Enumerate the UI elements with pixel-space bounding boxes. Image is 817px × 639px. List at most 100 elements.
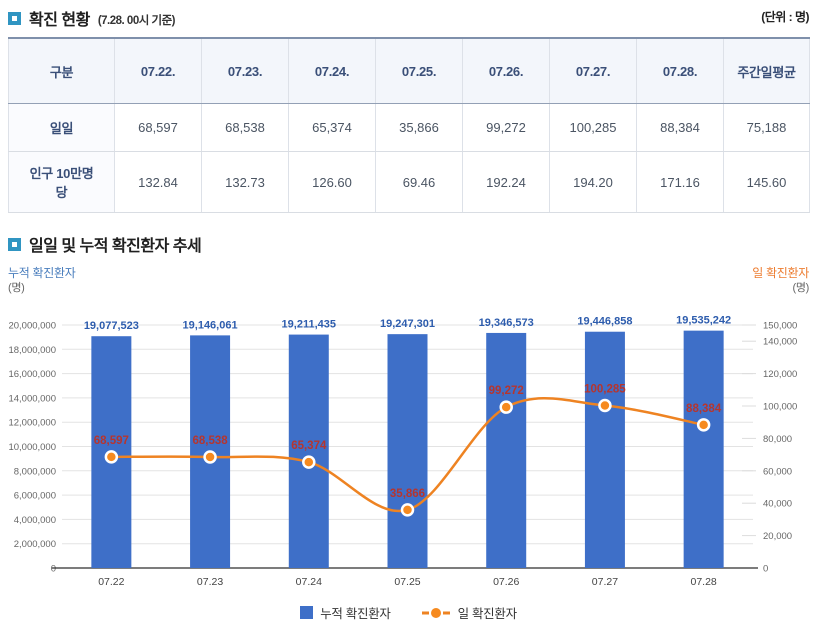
right-axis-tick-label: 80,000 xyxy=(763,434,792,445)
left-axis-tick-label: 20,000,000 xyxy=(8,321,56,332)
bar-value-label: 19,446,858 xyxy=(577,316,632,328)
legend-item-cumulative: 누적 확진환자 xyxy=(300,603,391,622)
left-axis-tick-label: 10,000,000 xyxy=(8,442,56,453)
cumulative-bar xyxy=(486,332,527,568)
daily-line-point xyxy=(400,503,415,517)
bar-value-label: 19,346,573 xyxy=(479,317,534,329)
cell-per100k-weekly-avg: 145.60 xyxy=(723,151,810,213)
point-value-label: 100,285 xyxy=(584,384,626,396)
cell-daily-0728: 88,384 xyxy=(636,103,724,152)
daily-line-point xyxy=(302,455,316,469)
right-axis-tick-label: 60,000 xyxy=(763,466,792,477)
daily-line-marker-part xyxy=(430,607,441,618)
cell-per100k-0726: 192.24 xyxy=(462,151,550,213)
x-axis-label: 07.25 xyxy=(394,576,420,588)
col-header-0724: 07.24. xyxy=(288,38,376,104)
right-axis-tick-label: 120,000 xyxy=(763,369,797,380)
table-row-daily: 일일 68,597 68,538 65,374 35,866 99,272 10… xyxy=(8,103,810,152)
right-axis-tick-label: 140,000 xyxy=(763,337,797,348)
cell-per100k-0723: 132.73 xyxy=(201,151,289,213)
cell-per100k-0724: 126.60 xyxy=(288,151,376,213)
bar-value-label: 19,211,435 xyxy=(282,319,336,331)
bar-value-label: 19,247,301 xyxy=(380,318,435,330)
row-label-daily: 일일 xyxy=(8,103,115,152)
right-axis-title: 일 확진환자 (명) xyxy=(752,266,809,296)
cell-daily-0723: 68,538 xyxy=(201,103,289,152)
chart-legend: 누적 확진환자 일 확진환자 xyxy=(0,603,817,622)
cell-per100k-0727: 194.20 xyxy=(549,151,637,213)
point-value-label: 35,866 xyxy=(390,488,425,500)
point-value-label: 88,384 xyxy=(686,403,722,415)
bar-value-label: 19,146,061 xyxy=(183,319,238,331)
x-axis-label: 07.27 xyxy=(592,576,618,588)
cell-daily-0724: 65,374 xyxy=(288,103,376,152)
left-axis-tick-label: 14,000,000 xyxy=(8,393,56,404)
left-axis-tick-label: 2,000,000 xyxy=(14,539,56,550)
section-trend-header: 일일 및 누적 확진환자 추세 xyxy=(8,232,202,256)
x-axis-label: 07.22 xyxy=(98,576,124,588)
confirmed-cases-table: 구분 07.22. 07.23. 07.24. 07.25. 07.26. 07… xyxy=(8,37,810,213)
col-header-0723: 07.23. xyxy=(201,38,289,104)
daily-line-marker-icon xyxy=(421,607,450,618)
left-axis-tick-label: 12,000,000 xyxy=(8,418,56,429)
point-value-label: 68,538 xyxy=(192,435,228,447)
legend-daily-label: 일 확진환자 xyxy=(457,607,517,621)
section-bullet-square-icon xyxy=(8,11,21,25)
cell-daily-0725: 35,866 xyxy=(375,103,463,152)
section2-title: 일일 및 누적 확진환자 추세 xyxy=(29,238,202,255)
col-header-weekly-avg: 주간일평균 xyxy=(723,38,810,104)
right-axis-tick-label: 40,000 xyxy=(763,499,792,510)
col-header-category: 구분 xyxy=(8,38,115,104)
left-axis-tick-label: 16,000,000 xyxy=(8,369,56,380)
section1-subtitle: (7.28. 00시 기준) xyxy=(97,14,176,27)
cumulative-bar xyxy=(683,330,724,568)
col-header-0722: 07.22. xyxy=(114,38,202,104)
cell-daily-0726: 99,272 xyxy=(462,103,550,152)
cumulative-bar xyxy=(288,334,329,568)
x-axis-label: 07.28 xyxy=(691,576,717,588)
cell-daily-weekly-avg: 75,188 xyxy=(723,103,810,152)
col-header-0727: 07.27. xyxy=(549,38,637,104)
col-header-0725: 07.25. xyxy=(375,38,463,104)
cell-per100k-0728: 171.16 xyxy=(636,151,724,213)
section-bullet-square-icon xyxy=(8,237,21,251)
right-axis-tick-label: 100,000 xyxy=(763,402,797,413)
section-confirmed-status-header: 확진 현황 (7.28. 00시 기준) xyxy=(8,6,176,30)
unit-note: (단위 : 명) xyxy=(761,10,809,24)
combo-chart: 0 2,000,000 4,000,000 6,000,000 8,000,000 10,… xyxy=(8,315,797,588)
daily-line-point xyxy=(499,400,513,414)
x-axis-label: 07.26 xyxy=(493,576,519,588)
cumulative-bar-swatch-icon xyxy=(300,606,314,619)
bar-value-label: 19,077,523 xyxy=(84,320,139,332)
legend-cumulative-label: 누적 확진환자 xyxy=(320,607,391,621)
daily-line-point xyxy=(104,450,119,464)
right-axis-tick-label: 20,000 xyxy=(763,531,792,542)
row-label-per-100k: 인구 10만명당 xyxy=(8,151,115,213)
right-axis-title-text: 일 확진환자 xyxy=(752,266,809,280)
right-axis-unit: (명) xyxy=(792,282,809,294)
left-axis-title-text: 누적 확진환자 xyxy=(8,266,76,280)
legend-item-daily: 일 확진환자 xyxy=(421,603,517,622)
col-header-0726: 07.26. xyxy=(462,38,550,104)
x-axis-label: 07.24 xyxy=(296,576,322,588)
daily-line-point xyxy=(203,450,217,464)
table-row-per-100k: 인구 10만명당 132.84 132.73 126.60 69.46 192.… xyxy=(8,151,810,213)
point-value-label: 99,272 xyxy=(489,385,524,397)
daily-line-point xyxy=(598,398,612,413)
right-axis-tick-label: 150,000 xyxy=(763,321,797,332)
cell-daily-0722: 68,597 xyxy=(114,103,202,152)
left-axis-unit: (명) xyxy=(8,282,25,294)
table-header-row: 구분 07.22. 07.23. 07.24. 07.25. 07.26. 07… xyxy=(8,38,810,104)
right-axis-tick-label: 0 xyxy=(763,564,768,575)
cell-per100k-0722: 132.84 xyxy=(114,151,202,213)
point-value-label: 65,374 xyxy=(291,440,327,452)
cumulative-bar xyxy=(387,334,428,568)
cumulative-bar xyxy=(584,331,625,568)
cell-daily-0727: 100,285 xyxy=(549,103,637,152)
daily-line-point xyxy=(696,418,711,432)
left-axis-tick-label: 0 xyxy=(51,564,56,575)
x-axis-label: 07.23 xyxy=(197,576,223,588)
left-axis-title: 누적 확진환자 (명) xyxy=(8,266,76,296)
bar-value-label: 19,535,242 xyxy=(676,315,731,327)
